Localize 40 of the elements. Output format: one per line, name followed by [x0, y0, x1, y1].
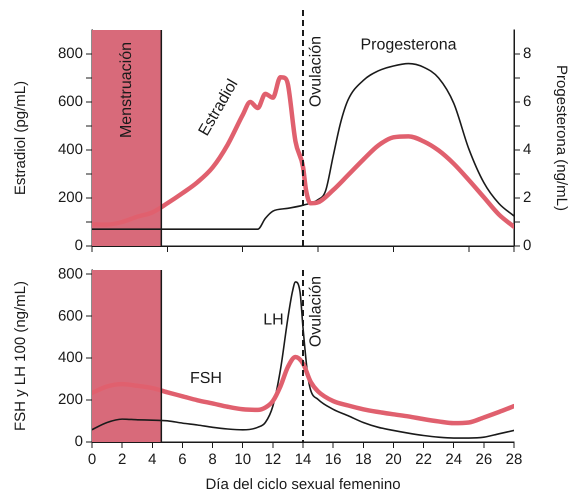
- y-tick-label: 200: [58, 391, 83, 408]
- x-tick-label: 16: [324, 451, 342, 468]
- x-tick-label: 22: [415, 451, 432, 468]
- series-label: FSH: [190, 370, 222, 387]
- x-tick-label: 20: [385, 451, 402, 468]
- x-tick-label: 0: [88, 451, 96, 468]
- y2-tick-label: 0: [523, 237, 532, 254]
- series-label: LH: [263, 311, 284, 328]
- y-axis-title: FSH y LH 100 (ng/mL): [12, 280, 30, 432]
- ref-line-label: Ovulación: [307, 276, 324, 348]
- y-tick-label: 400: [58, 349, 83, 366]
- y2-tick-label: 4: [523, 141, 532, 158]
- y-tick-label: 400: [58, 141, 83, 158]
- x-tick-label: 12: [264, 451, 282, 468]
- y-axis-title: Estradiol (pg/mL): [12, 80, 30, 196]
- x-tick-label: 28: [506, 451, 522, 468]
- x-tick-label: 4: [148, 451, 156, 468]
- x-axis-title: Día del ciclo sexual femenino: [205, 476, 401, 494]
- x-tick-label: 8: [208, 451, 217, 468]
- x-tick-label: 2: [118, 451, 126, 468]
- x-tick-label: 6: [178, 451, 187, 468]
- y-tick-label: 600: [58, 307, 83, 324]
- y2-axis-title: Progesterona (ng/mL): [552, 65, 570, 211]
- band-label: Menstruación: [118, 42, 136, 138]
- x-tick-label: 26: [476, 451, 492, 468]
- y-tick-label: 800: [58, 265, 83, 282]
- y-tick-label: 600: [58, 93, 83, 110]
- y-tick-label: 200: [58, 189, 83, 206]
- y-tick-label: 800: [58, 45, 83, 62]
- y-tick-label: 0: [74, 433, 83, 450]
- ref-line-label: Ovulación: [307, 36, 324, 108]
- x-tick-label: 18: [354, 451, 372, 468]
- x-tick-label: 24: [445, 451, 462, 468]
- y-tick-label: 0: [74, 237, 83, 254]
- x-tick-label: 14: [294, 451, 312, 468]
- y2-tick-label: 8: [523, 45, 532, 62]
- series-label: Progesterona: [360, 36, 457, 54]
- y2-tick-label: 2: [523, 189, 532, 206]
- y2-tick-label: 6: [523, 93, 532, 110]
- x-tick-label: 10: [234, 451, 252, 468]
